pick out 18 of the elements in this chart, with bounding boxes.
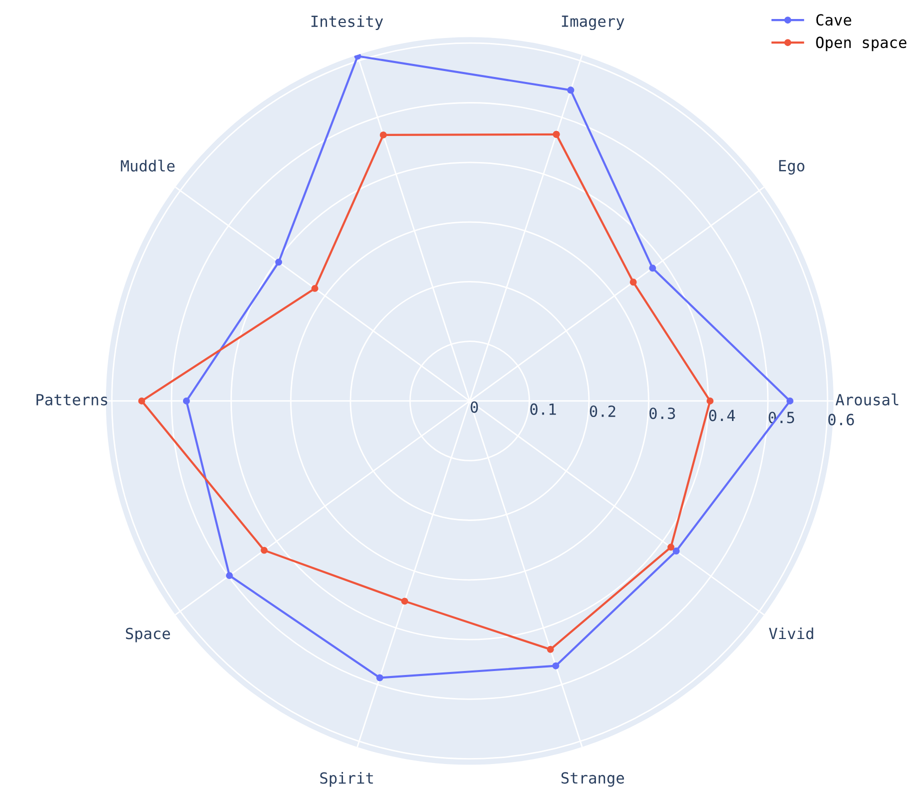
spoke-label: Intesity [311, 15, 383, 30]
y-tick-label: 0.2 [590, 405, 616, 418]
spoke-label: Spirit [320, 772, 373, 787]
spoke-label: Patterns [36, 394, 108, 406]
spoke-label: Vivid [768, 627, 814, 640]
spoke-label: Muddle [120, 160, 175, 172]
y-tick-label: 0.4 [709, 410, 735, 422]
y-tick-label: 0 [470, 401, 478, 413]
spoke-label: Space [126, 628, 170, 642]
spoke-label: Arousal [836, 394, 898, 406]
legend-label: Cave [816, 14, 852, 26]
legend-label: Open space [816, 36, 906, 52]
spoke-label: Imagery [562, 16, 624, 30]
spoke-label: Ego [779, 160, 804, 175]
y-tick-label: 0.6 [828, 414, 854, 426]
y-tick-label: 0.1 [530, 403, 556, 415]
spoke-label: Strange [561, 772, 624, 787]
y-tick-label: 0.3 [650, 408, 675, 420]
